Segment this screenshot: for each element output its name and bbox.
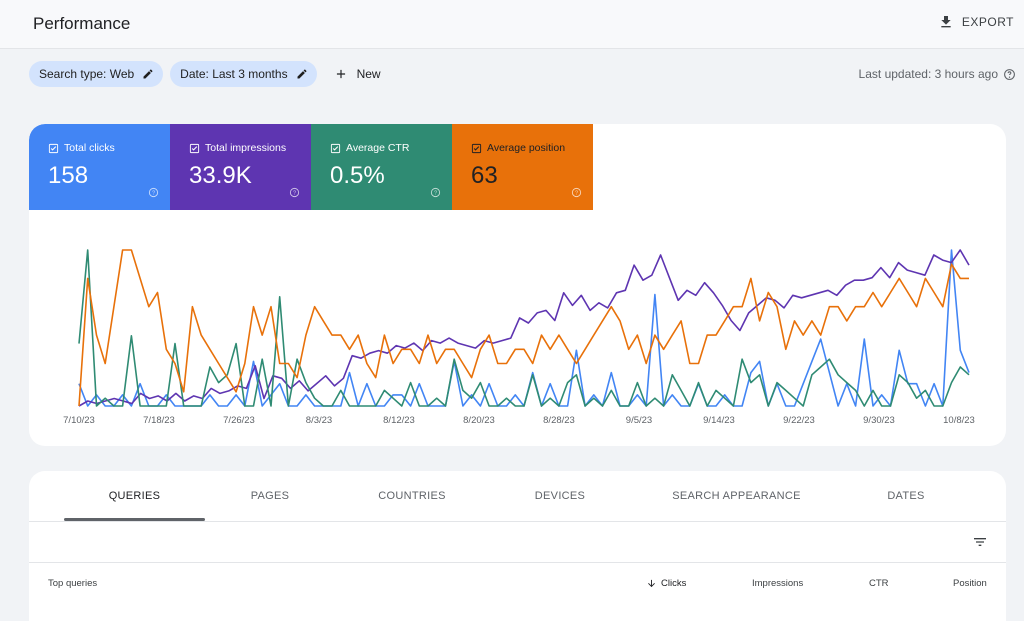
- edit-icon: [143, 69, 153, 79]
- metric-label: Average CTR: [346, 142, 410, 154]
- date-label: Date: Last 3 months: [180, 67, 288, 81]
- x-tick-label: 9/22/23: [783, 415, 815, 426]
- help-icon[interactable]: ?: [289, 187, 300, 198]
- filter-icon[interactable]: [972, 534, 988, 550]
- svg-text:?: ?: [575, 191, 578, 197]
- column-header-top-queries: Top queries: [48, 578, 98, 589]
- report-table-card: QUERIES PAGES COUNTRIES DEVICES SEARCH A…: [29, 471, 1006, 621]
- x-tick-label: 7/26/23: [223, 415, 255, 426]
- checkbox-checked-icon: [48, 143, 59, 153]
- help-icon[interactable]: ?: [571, 187, 582, 198]
- download-icon: [941, 16, 951, 28]
- tab-search-appearance[interactable]: SEARCH APPEARANCE: [672, 490, 801, 502]
- svg-text:?: ?: [293, 191, 296, 197]
- tab-devices[interactable]: DEVICES: [534, 490, 586, 502]
- x-tick-label: 9/30/23: [863, 415, 895, 426]
- series-line-total-clicks: [78, 249, 970, 407]
- metric-total-clicks[interactable]: Total clicks 158 ?: [29, 124, 170, 210]
- export-button[interactable]: EXPORT: [938, 14, 1014, 30]
- metric-value: 33.9K: [189, 162, 252, 189]
- x-tick-label: 8/12/23: [383, 415, 415, 426]
- page-title: Performance: [33, 14, 131, 33]
- x-tick-label: 7/10/23: [63, 415, 95, 426]
- column-header-position[interactable]: Position: [953, 578, 987, 589]
- series-line-average-ctr: [78, 249, 970, 407]
- column-header-impressions[interactable]: Impressions: [752, 578, 804, 589]
- checkbox-checked-icon: [330, 143, 341, 153]
- search-type-chip[interactable]: Search type: Web: [29, 61, 164, 87]
- performance-chart-card: Total clicks 158 ? Total impressions 33.…: [29, 124, 1006, 446]
- search-type-label: Search type: Web: [39, 67, 135, 81]
- last-updated: Last updated: 3 hours ago: [859, 67, 1016, 81]
- metric-value: 0.5%: [330, 162, 385, 189]
- series-line-total-impressions: [78, 249, 970, 407]
- x-tick-label: 9/5/23: [626, 415, 652, 426]
- column-header-clicks[interactable]: Clicks: [646, 578, 686, 589]
- help-icon[interactable]: ?: [430, 187, 441, 198]
- new-label: New: [356, 67, 381, 81]
- arrow-down-icon: [648, 579, 655, 588]
- svg-text:?: ?: [434, 191, 437, 197]
- tab-pages[interactable]: PAGES: [250, 490, 290, 502]
- performance-line-chart[interactable]: 7/10/23 7/18/23 7/26/23 8/3/23 8/12/23 8/20/2…: [29, 210, 1006, 440]
- checkbox-checked-icon: [471, 143, 482, 153]
- metric-average-position[interactable]: Average position 63 ?: [452, 124, 593, 210]
- x-tick-label: 8/3/23: [306, 415, 332, 426]
- metric-label: Total clicks: [64, 142, 115, 154]
- table-filter-row: [29, 522, 1006, 563]
- filter-bar: Search type: Web Date: Last 3 months New: [29, 61, 381, 87]
- clicks-header-label: Clicks: [661, 578, 687, 589]
- tab-countries[interactable]: COUNTRIES: [378, 490, 446, 502]
- header-bar: Performance EXPORT: [0, 0, 1024, 49]
- metric-label: Total impressions: [205, 142, 287, 154]
- report-tabs: QUERIES PAGES COUNTRIES DEVICES SEARCH A…: [29, 471, 1006, 522]
- new-filter-button[interactable]: New: [334, 67, 381, 81]
- svg-text:?: ?: [152, 191, 155, 197]
- checkbox-checked-icon: [189, 143, 200, 153]
- x-tick-label: 10/8/23: [943, 415, 975, 426]
- help-icon[interactable]: [1003, 68, 1016, 81]
- export-label: EXPORT: [961, 15, 1014, 29]
- x-tick-label: 9/14/23: [703, 415, 735, 426]
- last-updated-text: Last updated: 3 hours ago: [858, 67, 998, 81]
- plus-icon: [336, 69, 345, 79]
- x-tick-label: 8/28/23: [543, 415, 575, 426]
- tab-queries[interactable]: QUERIES: [108, 490, 161, 502]
- metric-total-impressions[interactable]: Total impressions 33.9K ?: [170, 124, 311, 210]
- edit-icon: [297, 69, 307, 79]
- table-header-row: Top queries Clicks Impressions CTR Posit…: [29, 563, 1006, 603]
- x-tick-label: 7/18/23: [143, 415, 175, 426]
- help-icon[interactable]: ?: [148, 187, 159, 198]
- metric-label: Average position: [487, 142, 566, 154]
- series-line-average-position: [78, 249, 969, 407]
- date-chip[interactable]: Date: Last 3 months: [170, 61, 317, 87]
- column-header-ctr[interactable]: CTR: [869, 578, 889, 589]
- x-tick-label: 8/20/23: [463, 415, 495, 426]
- active-tab-indicator: [64, 518, 205, 521]
- metric-average-ctr[interactable]: Average CTR 0.5% ?: [311, 124, 452, 210]
- tab-dates[interactable]: DATES: [887, 490, 925, 502]
- metric-value: 63: [471, 162, 498, 189]
- metric-value: 158: [48, 162, 89, 189]
